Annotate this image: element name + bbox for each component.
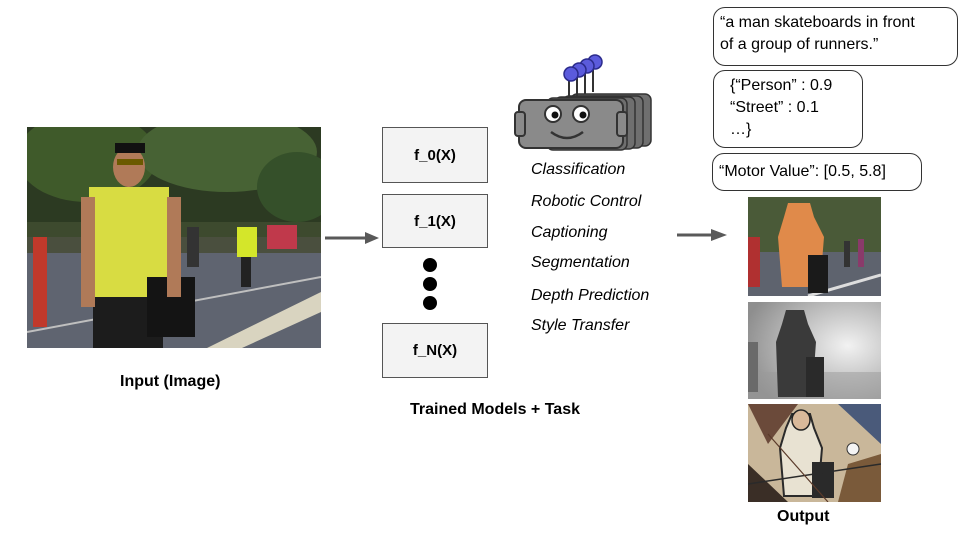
motor-value-text: “Motor Value”: [0.5, 5.8]	[719, 163, 886, 180]
ellipsis-dot	[423, 277, 437, 291]
task-depth-prediction: Depth Prediction	[531, 287, 650, 304]
task-captioning: Captioning	[531, 224, 608, 241]
model-box-fn: f_N(X)	[382, 323, 488, 378]
motor-output-bubble: “Motor Value”: [0.5, 5.8]	[712, 153, 922, 191]
task-classification: Classification	[531, 161, 626, 178]
models-label: Trained Models + Task	[410, 401, 580, 418]
ellipsis-dot	[423, 258, 437, 272]
task-robotic-control: Robotic Control	[531, 193, 642, 210]
caption-line-1: “a man skateboards in front	[720, 14, 915, 31]
caption-output-bubble: “a man skateboards in front of a group o…	[713, 7, 958, 66]
input-image	[27, 127, 321, 348]
classification-output-bubble: {“Person” : 0.9 “Street” : 0.1 …}	[713, 70, 863, 148]
input-label: Input (Image)	[120, 373, 221, 390]
style-transfer-output-image	[748, 404, 881, 502]
robot-icon	[514, 54, 652, 151]
class-line-3: …}	[730, 121, 752, 138]
model-box-f0: f_0(X)	[382, 127, 488, 183]
arrow-to-models	[325, 232, 379, 244]
class-line-1: {“Person” : 0.9	[730, 77, 833, 94]
ellipsis-dot	[423, 296, 437, 310]
arrow-to-outputs	[677, 229, 727, 241]
depth-output-image	[748, 302, 881, 399]
caption-line-2: of a group of runners.”	[720, 36, 879, 53]
class-line-2: “Street” : 0.1	[730, 99, 819, 116]
task-segmentation: Segmentation	[531, 254, 630, 271]
task-style-transfer: Style Transfer	[531, 317, 630, 334]
output-label: Output	[777, 508, 830, 525]
segmentation-output-image	[748, 197, 881, 296]
model-box-f1: f_1(X)	[382, 194, 488, 248]
